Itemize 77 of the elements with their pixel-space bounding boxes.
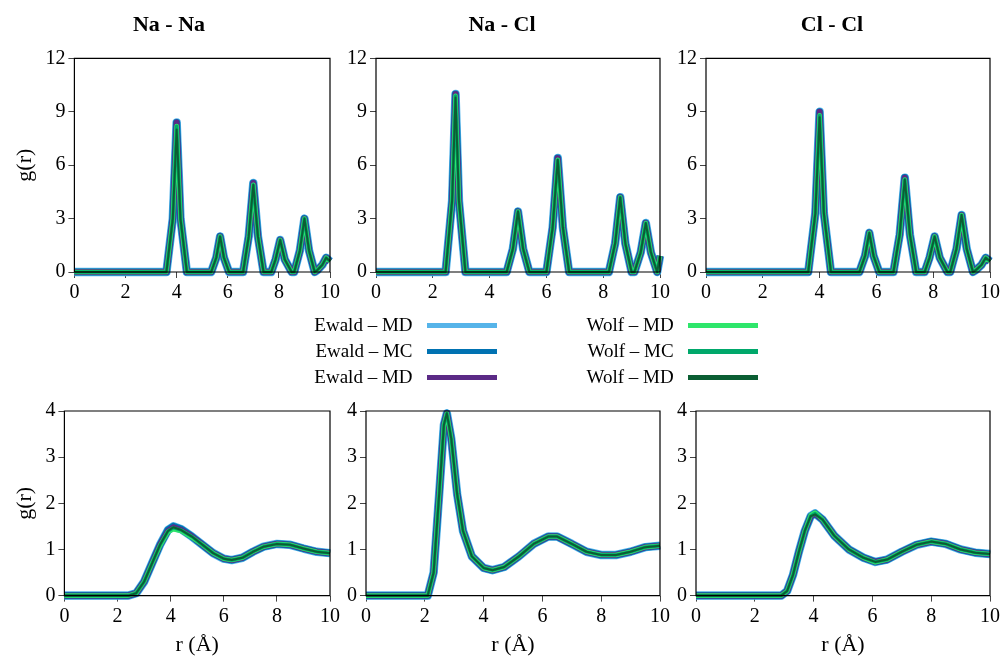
x-axis-title: r (Å) bbox=[821, 630, 865, 656]
y-tick-label: 0 bbox=[687, 259, 697, 282]
x-tick-label: 8 bbox=[928, 280, 939, 303]
x-tick-label: 4 bbox=[484, 280, 495, 303]
y-tick-label: 1 bbox=[45, 536, 56, 559]
y-tick-label: 0 bbox=[677, 582, 687, 605]
y-tick-label: 6 bbox=[55, 152, 66, 175]
y-tick-label: 4 bbox=[45, 398, 56, 421]
chart-title: Na - Na bbox=[132, 10, 206, 36]
y-tick-label: 2 bbox=[347, 490, 357, 513]
x-tick-label: 4 bbox=[808, 603, 819, 626]
y-tick-label: 0 bbox=[45, 582, 56, 605]
y-tick-label: 0 bbox=[347, 582, 357, 605]
x-tick-label: 2 bbox=[749, 603, 760, 626]
y-tick-label: 12 bbox=[347, 45, 367, 68]
legend-label: Ewald – MD bbox=[314, 314, 413, 336]
chart-title: Na - Cl bbox=[468, 10, 536, 36]
x-tick-label: 8 bbox=[273, 280, 284, 303]
x-tick-label: 6 bbox=[871, 280, 882, 303]
y-tick-label: 4 bbox=[347, 398, 357, 421]
y-tick-label: 3 bbox=[677, 444, 687, 467]
x-tick-label: 2 bbox=[427, 280, 438, 303]
x-tick-label: 4 bbox=[171, 280, 182, 303]
y-tick-label: 1 bbox=[347, 536, 357, 559]
x-tick-label: 0 bbox=[371, 280, 381, 303]
legend-label: Ewald – MC bbox=[315, 340, 413, 362]
y-tick-label: 3 bbox=[45, 444, 56, 467]
x-tick-label: 6 bbox=[218, 603, 229, 626]
x-tick-label: 6 bbox=[222, 280, 233, 303]
y-axis-title: g(r) bbox=[10, 486, 36, 520]
y-tick-label: 0 bbox=[55, 259, 66, 282]
y-axis-title: g(r) bbox=[10, 148, 36, 182]
x-tick-label: 6 bbox=[541, 280, 552, 303]
x-tick-label: 10 bbox=[320, 603, 340, 626]
y-tick-label: 1 bbox=[677, 536, 687, 559]
x-tick-label: 10 bbox=[650, 280, 670, 303]
x-tick-label: 10 bbox=[980, 603, 1000, 626]
y-tick-label: 2 bbox=[677, 490, 687, 513]
legend-label: Wolf – MD bbox=[586, 366, 674, 388]
x-tick-label: 8 bbox=[598, 280, 609, 303]
x-tick-label: 0 bbox=[69, 280, 80, 303]
x-tick-label: 2 bbox=[757, 280, 768, 303]
y-tick-label: 3 bbox=[347, 444, 357, 467]
y-tick-label: 9 bbox=[55, 99, 66, 122]
y-tick-label: 6 bbox=[357, 152, 367, 175]
y-tick-label: 9 bbox=[687, 99, 697, 122]
x-tick-label: 10 bbox=[980, 280, 1000, 303]
y-tick-label: 6 bbox=[687, 152, 697, 175]
y-tick-label: 0 bbox=[357, 259, 367, 282]
x-tick-label: 8 bbox=[926, 603, 937, 626]
x-tick-label: 8 bbox=[596, 603, 607, 626]
y-tick-label: 12 bbox=[677, 45, 697, 68]
y-tick-label: 3 bbox=[55, 205, 66, 228]
x-tick-label: 8 bbox=[271, 603, 282, 626]
x-tick-label: 2 bbox=[120, 280, 131, 303]
chart-title: Cl - Cl bbox=[800, 10, 864, 36]
y-tick-label: 2 bbox=[45, 490, 56, 513]
x-tick-label: 2 bbox=[112, 603, 123, 626]
y-tick-label: 4 bbox=[677, 398, 687, 421]
x-tick-label: 10 bbox=[650, 603, 670, 626]
x-tick-label: 10 bbox=[320, 280, 340, 303]
y-tick-label: 3 bbox=[687, 205, 697, 228]
x-axis-title: r (Å) bbox=[491, 630, 535, 656]
x-tick-label: 4 bbox=[478, 603, 489, 626]
x-tick-label: 6 bbox=[537, 603, 548, 626]
y-tick-label: 3 bbox=[357, 205, 367, 228]
y-tick-label: 12 bbox=[45, 45, 66, 68]
legend-label: Ewald – MD bbox=[314, 366, 413, 388]
x-tick-label: 4 bbox=[814, 280, 825, 303]
legend-label: Wolf – MC bbox=[587, 340, 674, 362]
y-tick-label: 9 bbox=[357, 99, 367, 122]
x-tick-label: 0 bbox=[701, 280, 711, 303]
x-tick-label: 2 bbox=[419, 603, 430, 626]
x-axis-title: r (Å) bbox=[175, 630, 219, 656]
x-tick-label: 4 bbox=[165, 603, 176, 626]
legend-label: Wolf – MD bbox=[586, 314, 674, 336]
x-tick-label: 6 bbox=[867, 603, 878, 626]
